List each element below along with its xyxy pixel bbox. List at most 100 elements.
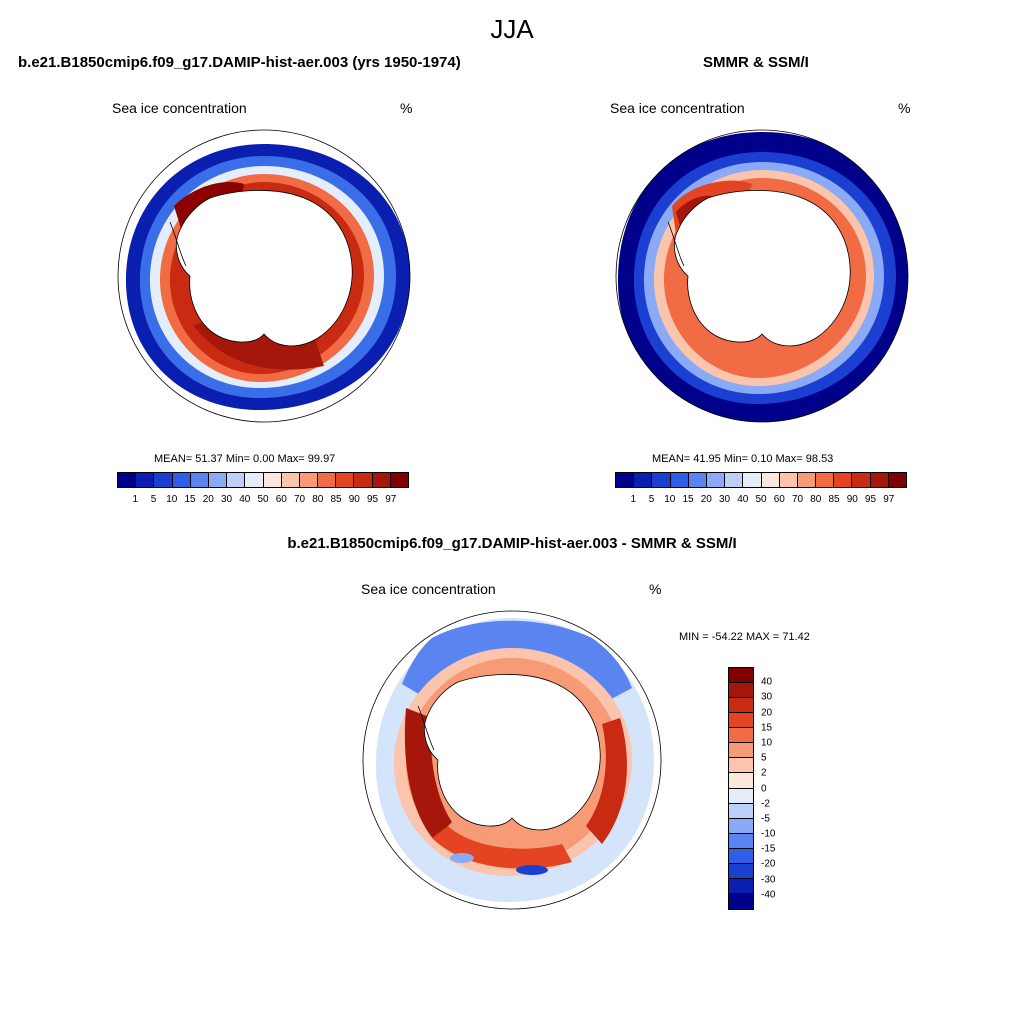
panel-c-colorbar-swatch <box>729 878 753 894</box>
panel-b-colorbar-swatch <box>888 473 906 487</box>
panel-c-colorbar-tick-label: 15 <box>761 722 773 734</box>
panel-a-colorbar <box>117 472 409 488</box>
panel-c-colorbar-swatch <box>729 788 753 804</box>
panel-c-colorbar-swatch <box>729 683 753 699</box>
panel-c-colorbar-swatch <box>729 668 753 684</box>
panel-b-colorbar-swatch <box>779 473 798 487</box>
panel-a-colorbar-swatch <box>172 473 191 487</box>
panel-c-colorbar-tick-label: 0 <box>761 783 767 794</box>
panel-a-variable-label: Sea ice concentration <box>112 100 247 116</box>
panel-c-colorbar-tick-label: 30 <box>761 691 773 703</box>
panel-b-colorbar <box>615 472 907 488</box>
panel-a-stats: MEAN= 51.37 Min= 0.00 Max= 99.97 <box>154 453 336 465</box>
panel-b-colorbar-swatch <box>834 473 853 487</box>
panel-a-colorbar-swatch <box>318 473 337 487</box>
panel-c-colorbar-tick-label: 20 <box>761 707 773 719</box>
panel-c-colorbar-swatch <box>729 893 753 909</box>
panel-c-unit-label: % <box>649 581 662 597</box>
panel-b-variable-label: Sea ice concentration <box>610 100 745 116</box>
panel-c-colorbar-swatch <box>729 728 753 744</box>
panel-c-colorbar-labels: 40 30 20 15 10 5 2 0 -2 -5 -10 -15 -20 -30 -40 <box>761 667 801 910</box>
panel-c-colorbar-tick-label: -20 <box>761 858 776 870</box>
panel-b-unit-label: % <box>898 100 911 116</box>
panel-c-colorbar-tick-label: -2 <box>761 798 770 810</box>
panel-b-colorbar-tick-label: 30 <box>718 494 731 505</box>
panel-a-colorbar-swatch <box>118 473 137 487</box>
panel-a-map <box>117 129 411 423</box>
panel-b-colorbar-swatch <box>816 473 835 487</box>
panel-b-colorbar-swatch <box>670 473 689 487</box>
panel-a-colorbar-tick-label: 40 <box>239 494 251 505</box>
panel-c-colorbar <box>728 667 754 910</box>
panel-c-colorbar-tick-label: 40 <box>761 676 773 688</box>
panel-c-variable-label: Sea ice concentration <box>361 581 496 597</box>
panel-a-colorbar-swatch <box>299 473 319 487</box>
panel-a-colorbar-tick-label: 95 <box>366 494 379 505</box>
panel-b-title: SMMR & SSM/I <box>703 54 809 71</box>
panel-c-colorbar-tick-label: -30 <box>761 874 776 886</box>
panel-b-colorbar-tick-label: 60 <box>773 494 785 505</box>
panel-a-colorbar-tick-label: 15 <box>184 494 196 505</box>
panel-c-colorbar-tick-label: 2 <box>761 767 767 779</box>
panel-c-colorbar-tick-label: -15 <box>761 843 776 855</box>
panel-c-colorbar-swatch <box>729 833 753 849</box>
panel-c-colorbar-swatch <box>729 713 753 729</box>
panel-a-unit-label: % <box>400 100 413 116</box>
panel-b-colorbar-swatch <box>652 473 671 487</box>
panel-b-colorbar-tick-label: 20 <box>700 494 712 505</box>
panel-a-colorbar-tick-label: 97 <box>385 494 397 505</box>
panel-c-colorbar-tick-label: -5 <box>761 813 770 825</box>
panel-c-colorbar-swatch <box>729 743 753 759</box>
panel-b-colorbar-swatch <box>870 473 889 487</box>
panel-a-colorbar-tick-label: 30 <box>220 494 233 505</box>
panel-c-colorbar-tick-label: 5 <box>761 752 767 764</box>
panel-b-stats: MEAN= 41.95 Min= 0.10 Max= 98.53 <box>652 453 834 465</box>
panel-b-colorbar-swatch <box>743 473 762 487</box>
panel-a-colorbar-tick-label: 70 <box>293 494 306 505</box>
panel-b-colorbar-swatch <box>688 473 707 487</box>
panel-a-colorbar-swatch <box>136 473 155 487</box>
panel-b-colorbar-labels: 1 5 10 15 20 30 40 50 60 70 80 85 90 95 97 <box>615 494 907 508</box>
panel-a-colorbar-swatch <box>336 473 355 487</box>
panel-a-colorbar-tick-label: 60 <box>275 494 287 505</box>
panel-b-colorbar-swatch <box>616 473 635 487</box>
panel-a-colorbar-swatch <box>245 473 264 487</box>
panel-b-colorbar-tick-label: 97 <box>883 494 895 505</box>
panel-c-colorbar-swatch <box>729 848 753 864</box>
panel-c-colorbar-swatch <box>729 803 753 819</box>
panel-b-colorbar-swatch <box>725 473 744 487</box>
panel-a-colorbar-swatch <box>227 473 246 487</box>
panel-b-colorbar-tick-label: 40 <box>737 494 749 505</box>
panel-b-colorbar-swatch <box>706 473 726 487</box>
panel-b-colorbar-swatch <box>761 473 780 487</box>
panel-a-colorbar-swatch <box>154 473 173 487</box>
panel-b-colorbar-tick-label: 15 <box>682 494 694 505</box>
panel-b-colorbar-tick-label: 70 <box>791 494 804 505</box>
panel-b-colorbar-tick-label: 90 <box>846 494 858 505</box>
panel-a-colorbar-tick-label: 5 <box>150 494 157 505</box>
panel-c-map <box>362 610 662 910</box>
panel-c-minmax: MIN = -54.22 MAX = 71.42 <box>679 631 810 643</box>
panel-b-colorbar-tick-label: 5 <box>648 494 655 505</box>
panel-a-colorbar-tick-label: 85 <box>330 494 342 505</box>
panel-c-colorbar-swatch <box>729 773 753 789</box>
panel-a-colorbar-swatch <box>281 473 300 487</box>
panel-c-title: b.e21.B1850cmip6.f09_g17.DAMIP-hist-aer.… <box>287 535 737 552</box>
panel-c-colorbar-swatch <box>729 818 753 834</box>
panel-c-colorbar-tick-label: -10 <box>761 828 776 840</box>
panel-a-colorbar-swatch <box>263 473 282 487</box>
panel-a-colorbar-tick-label: 20 <box>202 494 214 505</box>
panel-a-colorbar-tick-label: 1 <box>132 494 139 505</box>
panel-a-colorbar-tick-label: 10 <box>166 494 178 505</box>
panel-a-colorbar-labels: 1 5 10 15 20 30 40 50 60 70 80 85 90 95 97 <box>117 494 409 508</box>
figure-title: JJA <box>490 14 534 44</box>
panel-b-colorbar-tick-label: 50 <box>755 494 767 505</box>
panel-a-title: b.e21.B1850cmip6.f09_g17.DAMIP-hist-aer.… <box>18 54 461 71</box>
panel-a-colorbar-swatch <box>208 473 228 487</box>
panel-c-colorbar-tick-label: -40 <box>761 889 776 901</box>
panel-c-colorbar-swatch <box>729 758 753 774</box>
panel-b-colorbar-tick-label: 85 <box>828 494 840 505</box>
panel-a-colorbar-tick-label: 50 <box>257 494 269 505</box>
panel-b-colorbar-swatch <box>634 473 653 487</box>
panel-a-colorbar-swatch <box>390 473 408 487</box>
